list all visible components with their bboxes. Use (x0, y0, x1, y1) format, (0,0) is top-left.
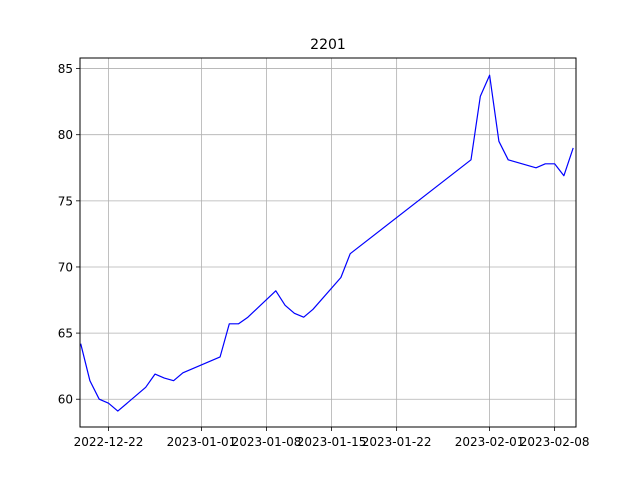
chart-title: 2201 (310, 37, 346, 53)
y-tick-label: 60 (58, 393, 73, 407)
x-axis: 2022-12-22 2023-01-012023-01-082023-01-15… (74, 427, 590, 449)
plot-frame (79, 57, 577, 428)
x-tick-label: 2023-01-08 (232, 435, 302, 449)
y-tick-label: 85 (58, 62, 73, 76)
y-tick-label: 70 (58, 260, 73, 274)
x-tick-label: 2023-01-22 (362, 435, 432, 449)
x-tick-label: 2023-01-01 (167, 435, 237, 449)
y-axis: 60 65 70 75 80 85 (58, 62, 80, 407)
y-tick-label: 65 (58, 327, 73, 341)
y-tick-label: 80 (58, 128, 73, 142)
series-group (80, 74, 574, 412)
x-tick-label: 2023-01-15 (297, 435, 367, 449)
y-tick-label: 75 (58, 194, 73, 208)
series-line (80, 74, 574, 412)
x-tick-label: 2023-02-08 (520, 435, 590, 449)
x-tick-label: 2023-02-01 (455, 435, 525, 449)
x-tick-label: 2022-12-22 (74, 435, 144, 449)
grid-lines (80, 58, 576, 427)
